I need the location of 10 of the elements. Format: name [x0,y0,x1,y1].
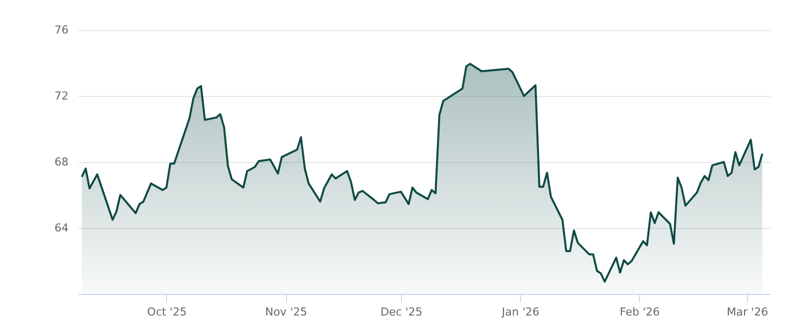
x-tick-label: Jan '26 [500,306,540,318]
x-tick-label: Mar '26 [726,306,768,318]
x-tick-label: Nov '25 [265,306,308,318]
y-tick-label: 72 [54,90,68,102]
x-tick-label: Feb '26 [620,306,660,318]
y-tick-label: 68 [54,156,68,168]
x-tick-label: Dec '25 [380,306,422,318]
y-tick-label: 64 [54,222,68,234]
x-tick-label: Oct '25 [147,306,187,318]
y-tick-label: 76 [54,24,68,36]
